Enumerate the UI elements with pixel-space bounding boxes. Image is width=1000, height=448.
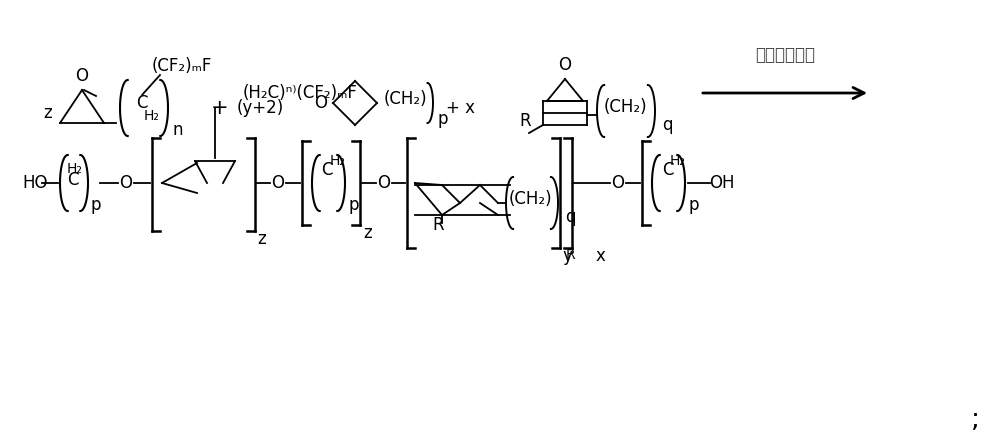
Text: z: z: [44, 104, 52, 122]
Text: H₂: H₂: [67, 162, 83, 176]
Text: p: p: [91, 196, 101, 214]
Text: C: C: [321, 161, 333, 179]
Text: p: p: [689, 196, 699, 214]
Text: C: C: [662, 161, 674, 179]
Text: O: O: [272, 174, 285, 192]
Text: HO: HO: [22, 174, 48, 192]
Text: H₂: H₂: [144, 109, 160, 123]
Text: (CH₂): (CH₂): [383, 90, 427, 108]
Text: R: R: [432, 216, 444, 234]
Text: (CF₂)ₘF: (CF₂)ₘF: [152, 57, 212, 75]
Text: q: q: [565, 208, 575, 226]
Text: O: O: [76, 67, 88, 85]
Text: O: O: [612, 174, 624, 192]
Text: O: O: [558, 56, 572, 74]
Text: x: x: [595, 247, 605, 265]
Text: (CH₂): (CH₂): [603, 98, 647, 116]
Text: 阳离子引发剂: 阳离子引发剂: [755, 46, 815, 64]
Text: +: +: [211, 98, 229, 118]
Text: (CH₂): (CH₂): [508, 190, 552, 208]
Text: p: p: [438, 110, 448, 128]
Text: n: n: [173, 121, 183, 139]
Text: C: C: [136, 94, 148, 112]
Text: z: z: [258, 230, 266, 248]
Text: O: O: [314, 94, 328, 112]
Text: q: q: [662, 116, 672, 134]
Text: ;: ;: [970, 407, 980, 433]
Text: O: O: [378, 174, 390, 192]
Text: O: O: [120, 174, 132, 192]
Text: C: C: [67, 171, 79, 189]
Text: (y+2): (y+2): [236, 99, 284, 117]
Text: R: R: [519, 112, 531, 130]
Text: OH: OH: [709, 174, 735, 192]
Text: R: R: [565, 248, 575, 262]
Text: y: y: [562, 247, 572, 265]
Text: H₂: H₂: [330, 154, 346, 168]
Text: z: z: [364, 224, 372, 242]
Text: + x: + x: [446, 99, 475, 117]
Text: H₂: H₂: [670, 154, 686, 168]
Text: (H₂C)ⁿ⁾(CF₂)ₘF: (H₂C)ⁿ⁾(CF₂)ₘF: [243, 84, 357, 102]
Text: p: p: [349, 196, 359, 214]
